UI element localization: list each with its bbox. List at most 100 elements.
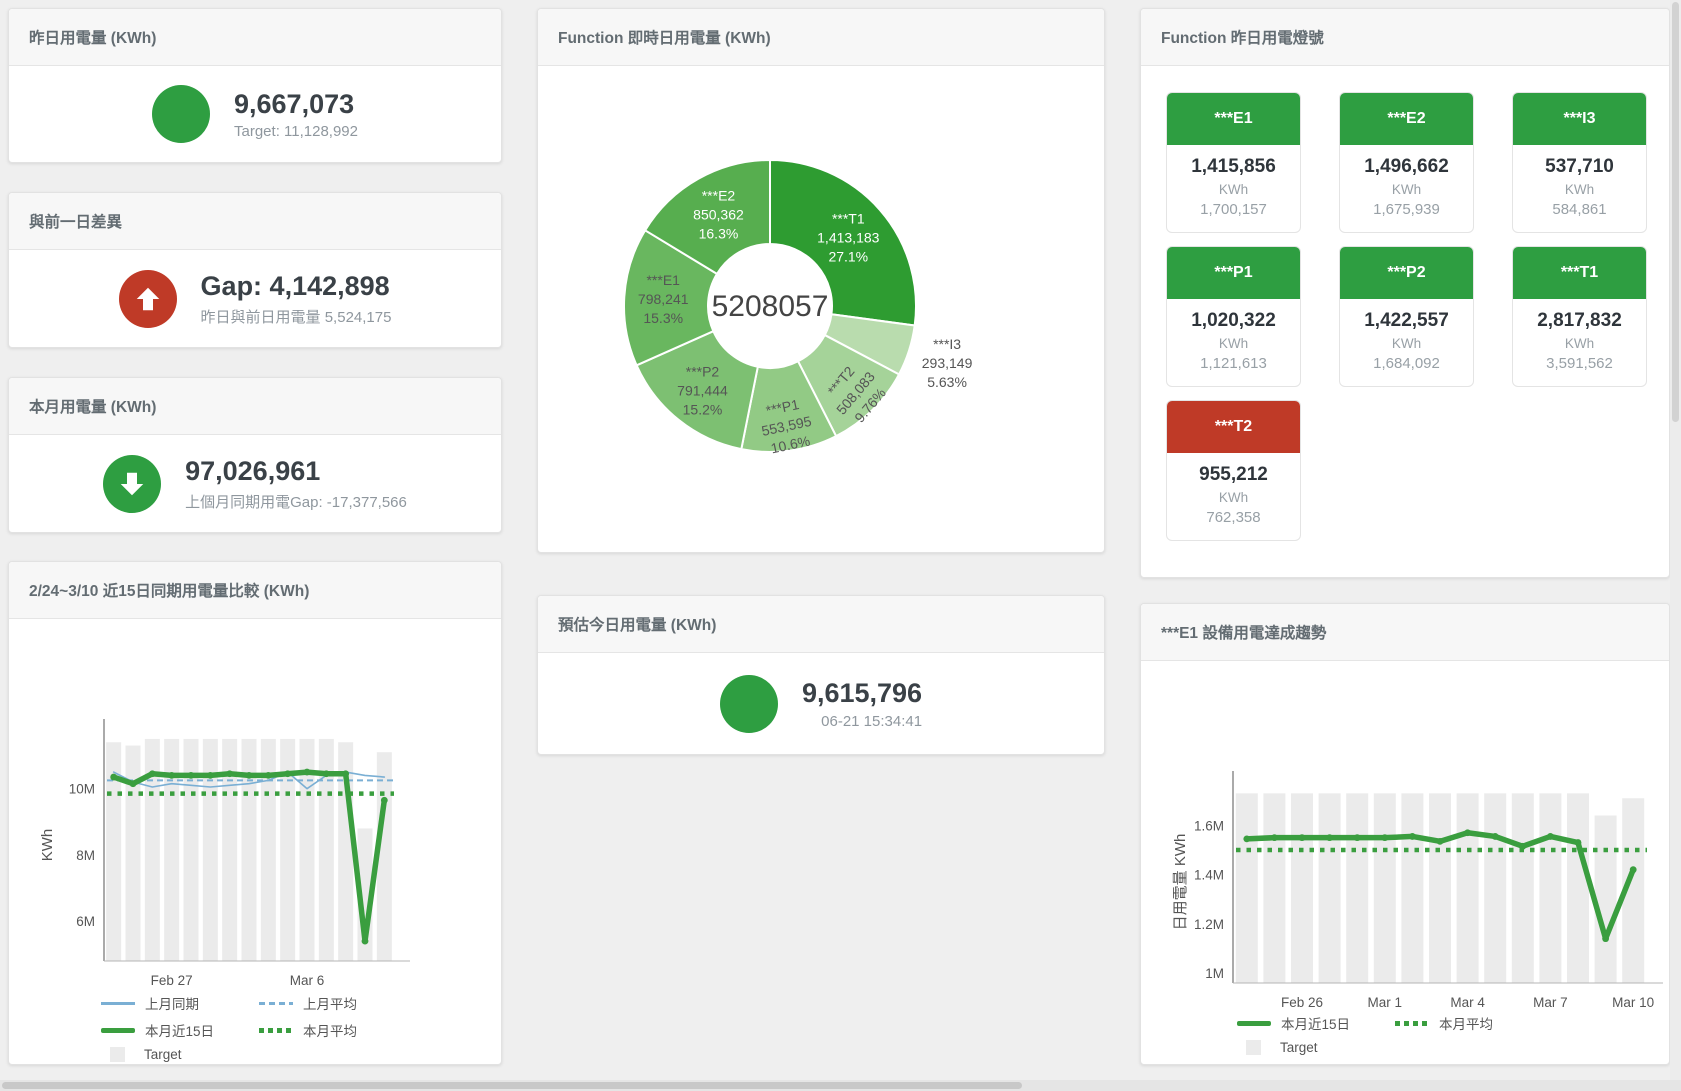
tile-unit: KWh — [1218, 336, 1249, 351]
tile-status-header: ***P2 — [1340, 247, 1473, 299]
svg-text:***I3: ***I3 — [933, 336, 961, 352]
legend-label: 上月平均 — [303, 997, 357, 1012]
target-bar — [164, 738, 180, 961]
tile-target: 1,675,939 — [1373, 201, 1440, 218]
svg-text:5.63%: 5.63% — [927, 374, 967, 390]
card-body: ***T1 1,413,183 27.1% ***I3 293,149 5.63% ***T… — [538, 66, 1104, 552]
device-tile-P2[interactable]: ***P2 1,422,557 KWh 1,684,092 — [1339, 246, 1474, 387]
blue-dash-swatch-icon — [259, 1001, 293, 1005]
card-month-usage: 本月用電量 (KWh) 97,026,961 上個月同期用電Gap: -17,3… — [8, 377, 502, 533]
card-title: Function 即時日用電量 (KWh) — [558, 30, 771, 47]
data-point — [187, 772, 195, 779]
target-bar — [1235, 793, 1258, 983]
svg-text:***P1: ***P1 — [764, 396, 800, 419]
target-bar — [106, 742, 122, 961]
tile-unit: KWh — [1564, 182, 1595, 197]
tile-body: 2,817,832 KWh 3,591,562 — [1513, 299, 1646, 386]
tile-status-header: ***T2 — [1167, 401, 1300, 453]
legend-item-this-month[interactable]: 本月近15日 — [101, 1020, 259, 1040]
device-tile-E2[interactable]: ***E2 1,496,662 KWh 1,675,939 — [1339, 92, 1474, 233]
compare-15day-chart: 6M 8M 10M KWh Feb 27 Mar 6 — [39, 719, 410, 988]
arrow-down-icon — [103, 454, 162, 513]
svg-text:***T1: ***T1 — [832, 211, 865, 227]
card-header: 2/24~3/10 近15日同期用電量比較 (KWh) — [9, 562, 501, 619]
target-bar — [1401, 793, 1424, 983]
legend-label: 本月近15日 — [1281, 1017, 1351, 1032]
tile-body: 955,212 KWh 762,358 — [1167, 453, 1300, 540]
card-title: 預估今日用電量 (KWh) — [558, 617, 717, 634]
legend-item-this-month[interactable]: 本月近15日 — [1237, 1013, 1395, 1033]
card-title: 本月用電量 (KWh) — [29, 399, 157, 416]
horizontal-scrollbar[interactable] — [0, 1080, 1681, 1091]
data-point — [1547, 833, 1554, 840]
device-tile-I3[interactable]: ***I3 537,710 KWh 584,861 — [1512, 92, 1647, 233]
data-point — [1491, 833, 1499, 840]
data-point — [361, 937, 369, 945]
donut-slice-T1[interactable] — [769, 159, 917, 327]
tile-status-header: ***E2 — [1340, 93, 1473, 145]
tile-status-header: ***E1 — [1167, 93, 1300, 145]
legend-label: 上月同期 — [145, 997, 199, 1012]
legend-item-this-month-avg[interactable]: 本月平均 — [259, 1020, 357, 1040]
vertical-scrollbar-thumb[interactable] — [1672, 2, 1679, 422]
data-point — [264, 772, 272, 779]
card-header: Function 即時日用電量 (KWh) — [538, 9, 1104, 66]
tile-body: 1,020,322 KWh 1,121,613 — [1167, 299, 1300, 386]
y-axis-label: 日用電量 KWh — [1172, 834, 1189, 931]
data-point — [322, 770, 330, 778]
tile-status-header: ***T1 — [1513, 247, 1646, 299]
kpi-timestamp: 06-21 15:34:41 — [821, 712, 923, 730]
data-point — [129, 780, 137, 788]
card-body: 1M 1.2M 1.4M 1.6M 日用電量 KWh Feb 26 Mar 1 Mar 4 Ma… — [1141, 661, 1669, 1064]
data-point — [1271, 834, 1278, 842]
data-point — [110, 773, 118, 781]
svg-text:798,241: 798,241 — [638, 291, 689, 307]
data-point — [226, 770, 234, 778]
data-point — [284, 770, 292, 778]
legend-item-last-month-avg[interactable]: 上月平均 — [259, 993, 357, 1013]
kpi-target-sub: Target: 11,128,992 — [234, 123, 358, 141]
donut-slice-E2[interactable] — [644, 159, 771, 275]
data-point — [1326, 834, 1333, 842]
legend-item-this-month-avg[interactable]: 本月平均 — [1395, 1013, 1493, 1033]
device-tiles-grid: ***E1 1,415,856 KWh 1,700,157 ***E2 1,496,662… — [1141, 66, 1669, 541]
card-compare-chart: 2/24~3/10 近15日同期用電量比較 (KWh) 6M 8M 10M KWh Fe… — [8, 561, 502, 1065]
target-bar — [1318, 793, 1341, 983]
gray-box-swatch-icon — [110, 1047, 125, 1062]
tile-unit: KWh — [1218, 182, 1249, 197]
device-tile-T1[interactable]: ***T1 2,817,832 KWh 3,591,562 — [1512, 246, 1647, 387]
tile-value: 1,020,322 — [1191, 310, 1276, 331]
x-tick-label: Mar 4 — [1450, 995, 1485, 1010]
target-bar — [1539, 793, 1562, 983]
card-gap-previous-day: 與前一日差異 Gap: 4,142,898 昨日與前日用電量 5,524,175 — [8, 192, 502, 348]
card-body: 9,615,796 06-21 15:34:41 — [538, 653, 1104, 754]
tile-unit: KWh — [1391, 336, 1422, 351]
tile-target: 762,358 — [1206, 509, 1261, 526]
device-tile-P1[interactable]: ***P1 1,020,322 KWh 1,121,613 — [1166, 246, 1301, 387]
target-bar — [1567, 793, 1589, 983]
device-tile-E1[interactable]: ***E1 1,415,856 KWh 1,700,157 — [1166, 92, 1301, 233]
kpi-value: 9,667,073 — [234, 88, 355, 119]
tile-unit: KWh — [1218, 490, 1249, 505]
tile-body: 1,496,662 KWh 1,675,939 — [1340, 145, 1473, 232]
card-estimate-today: 預估今日用電量 (KWh) 9,615,796 06-21 15:34:41 — [537, 595, 1105, 755]
kpi-text: 9,667,073 Target: 11,128,992 — [234, 88, 358, 140]
card-header: Function 昨日用電燈號 — [1141, 9, 1669, 66]
svg-text:15.2%: 15.2% — [683, 401, 723, 417]
green-line-swatch-icon — [1237, 1020, 1271, 1026]
data-point — [1519, 842, 1527, 850]
svg-text:293,149: 293,149 — [922, 355, 973, 371]
device-tile-T2[interactable]: ***T2 955,212 KWh 762,358 — [1166, 400, 1301, 541]
data-point — [168, 772, 176, 779]
horizontal-scrollbar-thumb[interactable] — [2, 1082, 1022, 1089]
tile-target: 584,861 — [1552, 201, 1607, 218]
donut-slice-label: ***E2 850,362 16.3% — [693, 188, 744, 242]
green-dots-swatch-icon — [259, 1027, 293, 1033]
legend-item-target[interactable]: Target — [1237, 1040, 1395, 1055]
tile-label: ***E1 — [1214, 110, 1253, 127]
legend-item-target[interactable]: Target — [101, 1047, 259, 1062]
target-bar — [144, 738, 160, 961]
vertical-scrollbar[interactable] — [1670, 0, 1681, 1080]
kpi-value: Gap: 4,142,898 — [200, 271, 390, 302]
legend-item-last-month[interactable]: 上月同期 — [101, 993, 259, 1013]
